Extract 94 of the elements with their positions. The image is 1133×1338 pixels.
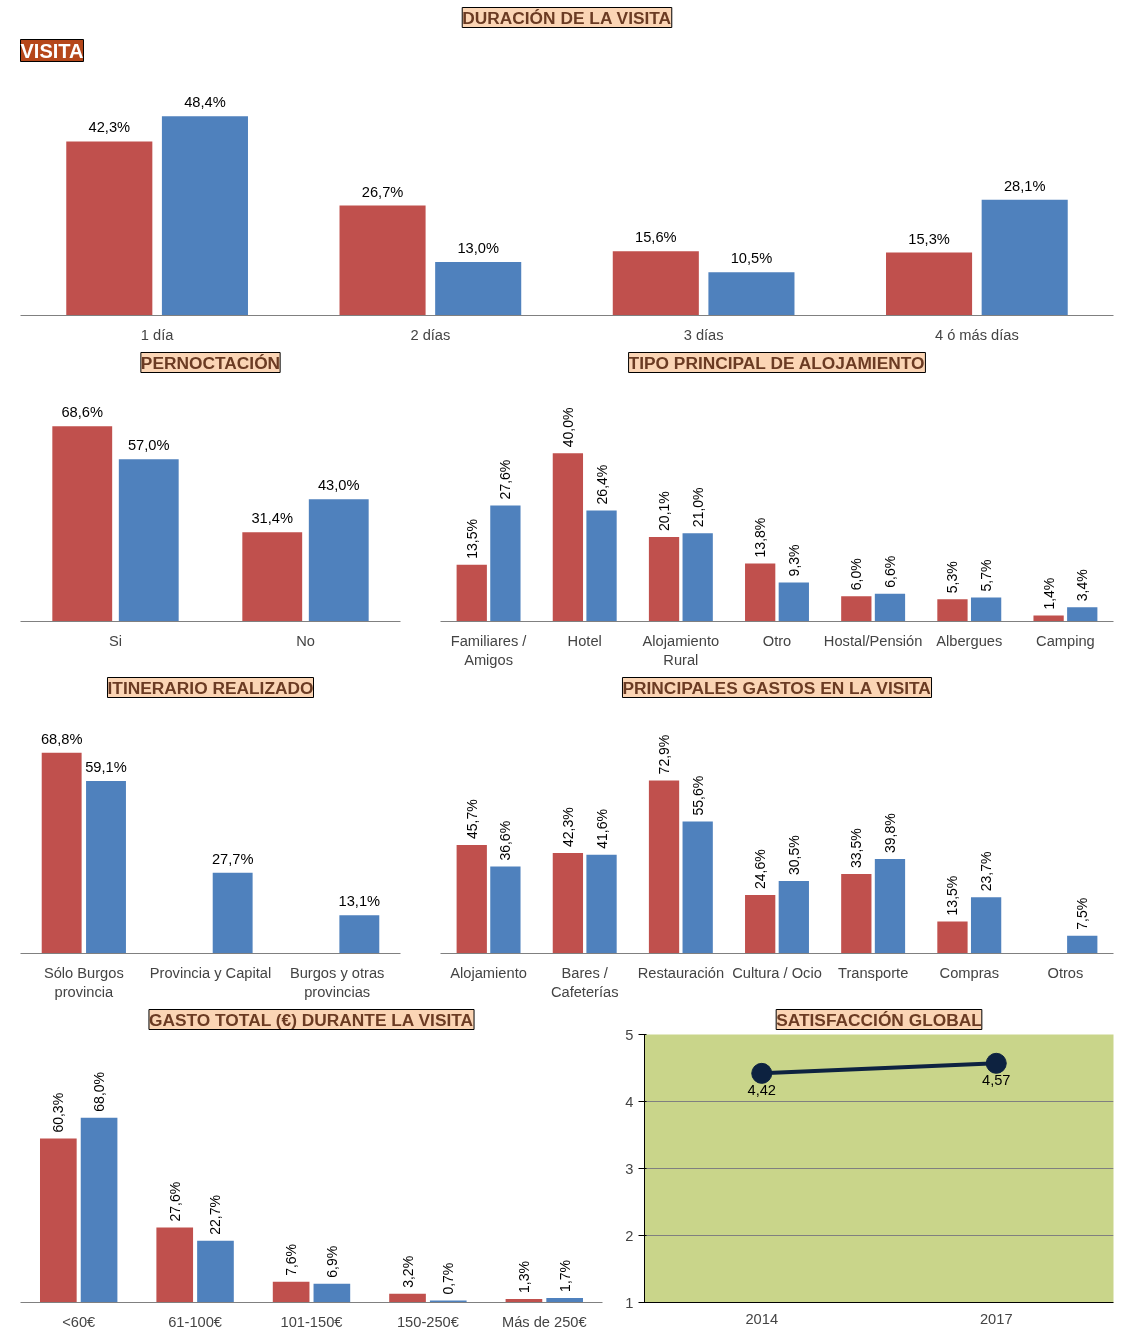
data-label: 59,1% [85,759,127,776]
chart-title: ITINERARIO REALIZADO [107,677,314,698]
x-tick-label: 101-150€ [280,1313,343,1330]
data-label: 30,5% [785,835,802,876]
x-tick-label: Otros [1047,964,1084,981]
x-tick-label: Familiares / Amigos [450,632,528,668]
data-label: 5,7% [978,559,995,592]
data-label: 13,5% [463,519,480,559]
data-label: 3,2% [399,1255,416,1288]
x-tick-label: Burgos y otras provincias [289,964,385,1000]
y-tick-label: 3 [625,1160,634,1177]
data-label: 68,6% [61,404,104,421]
x-tick-label: Alojamiento [450,964,527,981]
x-tick-label: 2017 [979,1310,1013,1327]
x-tick-label: Restauración [637,964,725,981]
y-tick-label: 4 [625,1093,634,1110]
data-label: 27,6% [166,1181,183,1222]
data-label: 26,4% [593,464,610,505]
x-tick-label: 3 días [683,326,724,343]
x-tick-label: Albergues [936,632,1003,649]
data-label: 33,5% [848,828,865,868]
x-tick-label: Hotel [567,632,602,649]
chart-title: PRINCIPALES GASTOS EN LA VISITA [622,677,932,698]
data-label: 42,3% [88,119,131,136]
data-label: 42,3% [559,807,576,848]
x-tick-label: No [296,632,315,649]
data-label: 10,5% [730,250,773,267]
data-label: 7,5% [1074,897,1091,930]
x-tick-label: 4 ó más días [934,326,1019,343]
data-label: 68,8% [40,730,83,747]
data-label: 31,4% [251,510,294,527]
data-label: 20,1% [656,491,673,531]
x-tick-label: <60€ [62,1313,96,1330]
data-label: 3,4% [1074,569,1091,602]
data-label: 24,6% [752,849,769,890]
data-label: 13,0% [457,240,499,256]
data-label: 6,0% [848,558,865,591]
data-label: 27,7% [211,850,254,867]
data-label: 48,4% [184,94,226,111]
data-label: 40,0% [559,407,576,448]
chart-title: PERNOCTACIÓN [140,352,281,373]
x-tick-label: Si [108,632,123,649]
x-tick-label: Compras [939,964,1000,981]
x-tick-label: Sólo Burgos provincia [43,964,124,1000]
x-tick-label: Camping [1036,632,1095,649]
data-label: 1,3% [515,1261,532,1293]
data-label: 26,7% [361,183,404,200]
data-label: 43,0% [317,477,360,494]
data-label: 28,1% [1003,177,1046,194]
data-label: 55,6% [689,775,706,816]
y-tick-label: 5 [625,1026,634,1043]
data-label: 7,6% [283,1243,300,1276]
data-label: 13,5% [944,875,961,916]
x-tick-label: 2 días [410,326,451,343]
x-tick-label: Provincia y Capital [149,964,272,981]
y-tick-label: 2 [625,1227,634,1244]
data-label: 15,3% [908,230,950,247]
data-label: 27,6% [497,459,514,500]
data-label: 22,7% [207,1195,224,1235]
x-tick-label: 150-250€ [396,1313,459,1330]
data-label: 72,9% [656,734,673,775]
data-label: 0,7% [440,1262,457,1295]
data-label: 6,9% [323,1245,340,1278]
data-label: 1,4% [1040,577,1057,610]
y-tick-label: 1 [625,1294,634,1311]
data-label: 4,42 [747,1082,777,1099]
data-label: 41,6% [593,809,610,849]
x-tick-label: Alojamiento Rural [642,632,720,668]
data-label: 23,7% [978,851,995,892]
data-label: 36,6% [497,820,514,861]
data-label: 6,6% [881,555,898,588]
x-tick-label: 2014 [745,1310,779,1327]
data-label: 5,3% [944,561,961,594]
x-tick-label: 1 día [140,326,175,343]
data-label: 45,7% [463,799,480,839]
x-tick-label: 61-100€ [168,1313,222,1330]
data-label: 68,0% [91,1071,108,1112]
data-label: 4,57 [981,1072,1011,1089]
data-label: 39,8% [881,813,898,853]
x-tick-label: Transporte [837,964,909,981]
data-label: 9,3% [785,544,802,577]
x-tick-label: Cultura / Ocio [732,964,822,981]
data-label: 60,3% [50,1092,67,1133]
x-tick-label: Más de 250€ [501,1313,587,1330]
data-label: 1,7% [556,1259,573,1292]
data-label: 21,0% [689,487,706,528]
x-tick-label: Otro [762,632,792,649]
x-tick-label: Hostal/Pensión [823,632,923,649]
data-label: 13,1% [338,893,381,910]
chart-subtitle: DURACIÓN DE LA VISITA [462,7,672,28]
x-tick-label: Bares / Cafeterías [550,964,619,1000]
data-label: 57,0% [127,437,170,454]
data-label: 15,6% [635,229,677,246]
data-label: 13,8% [752,517,769,558]
